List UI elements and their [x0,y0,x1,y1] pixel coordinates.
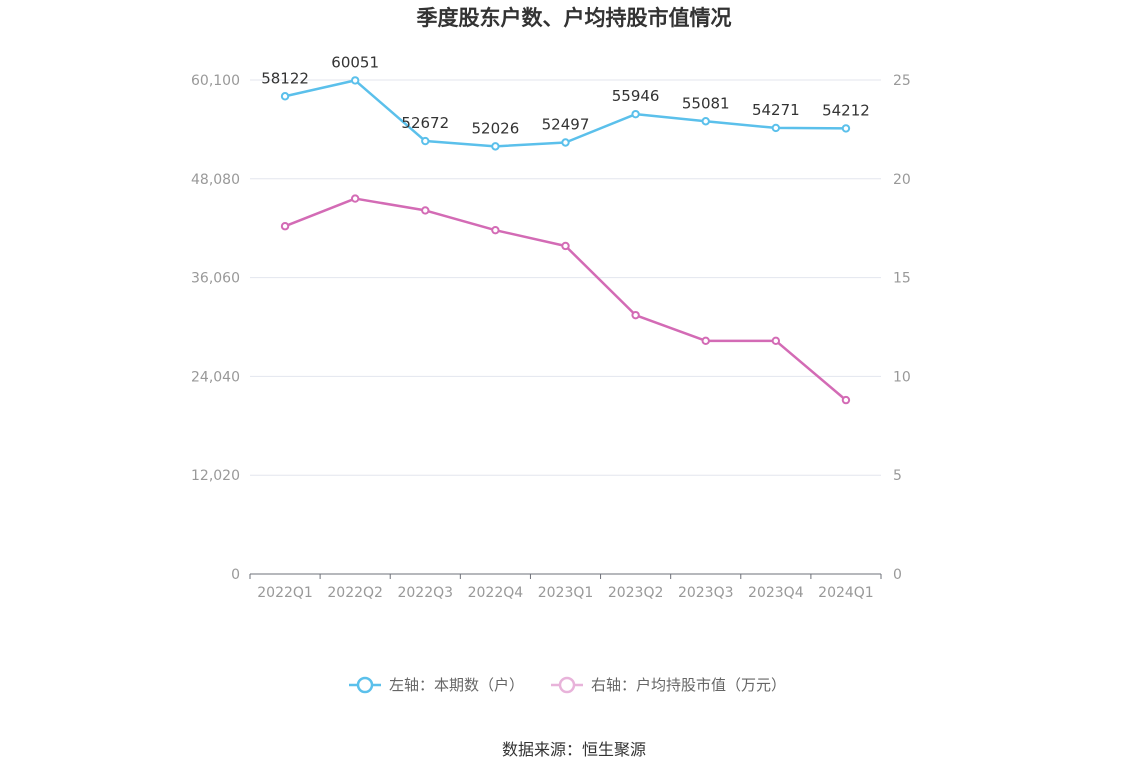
x-axis-tick-label: 2024Q1 [818,585,874,601]
series-line [284,197,847,402]
data-point [491,225,500,235]
data-label: 52672 [401,114,449,132]
x-axis-tick-label: 2022Q2 [327,585,383,601]
data-source: 数据来源：恒生聚源 [502,740,646,759]
legend-marker-icon [558,676,576,694]
left-axis-tick-label: 60,100 [191,73,240,89]
data-point [701,117,710,126]
data-point [841,395,851,405]
legend-label: 右轴：户均持股市值（万元） [591,676,786,694]
left-axis-tick-label: 12,020 [191,468,240,484]
left-axis-tick-label: 0 [231,567,240,583]
data-point [771,123,781,133]
data-point [631,310,640,320]
right-axis-tick-label: 0 [893,567,902,583]
data-point [771,336,781,346]
legend[interactable]: 左轴：本期数（户） 右轴：户均持股市值（万元） [349,676,786,694]
data-label: 52497 [542,115,590,133]
left-axis-tick-label: 48,080 [191,172,240,188]
axes: 0 0 12,020 5 24,040 10 36,060 15 48,080 20 60,100 2… [191,73,911,601]
legend-item-1[interactable]: 左轴：本期数（户） [349,676,524,694]
data-point [421,136,430,146]
x-axis-tick-label: 2023Q2 [608,585,664,601]
x-axis-tick-label: 2023Q3 [678,585,734,601]
data-label: 60051 [331,53,379,71]
x-axis-tick-label: 2023Q1 [538,585,594,601]
data-point [491,142,500,151]
legend-marker-icon [356,676,374,694]
right-axis-tick-label: 25 [893,73,911,89]
right-axis-tick-label: 15 [893,271,911,287]
right-axis-tick-label: 20 [893,172,911,188]
data-label: 54271 [752,101,800,119]
data-label: 54212 [822,101,870,119]
legend-label: 左轴：本期数（户） [389,676,524,694]
data-point [280,92,290,101]
series-1: 58122 60051 52672 52026 52497 55946 55081 54271… [261,53,870,151]
data-point [561,138,570,147]
data-point [350,76,360,85]
x-axis-tick-label: 2022Q4 [468,585,524,601]
data-label: 52026 [472,119,520,137]
data-point [841,124,851,133]
data-label: 55946 [612,87,660,105]
right-axis-tick-label: 10 [893,369,911,385]
series-2 [280,194,851,405]
left-axis-tick-label: 36,060 [191,271,240,287]
data-label: 55081 [682,94,730,112]
legend-item-2[interactable]: 右轴：户均持股市值（万元） [551,676,786,694]
x-axis-tick-label: 2023Q4 [748,585,804,601]
data-point [350,194,360,203]
data-label: 58122 [261,69,309,87]
data-point [421,206,430,215]
data-point [631,109,640,119]
left-axis-tick-label: 24,040 [191,369,240,385]
data-point [280,222,290,231]
series-layer: 58122 60051 52672 52026 52497 55946 55081 54271… [261,53,870,405]
x-axis-tick-label: 2022Q1 [257,585,313,601]
right-axis-tick-label: 5 [893,468,902,484]
x-axis-tick-label: 2022Q3 [397,585,453,601]
data-point [701,336,710,346]
chart-title: 季度股东户数、户均持股市值情况 [417,6,732,30]
data-point [561,241,570,251]
